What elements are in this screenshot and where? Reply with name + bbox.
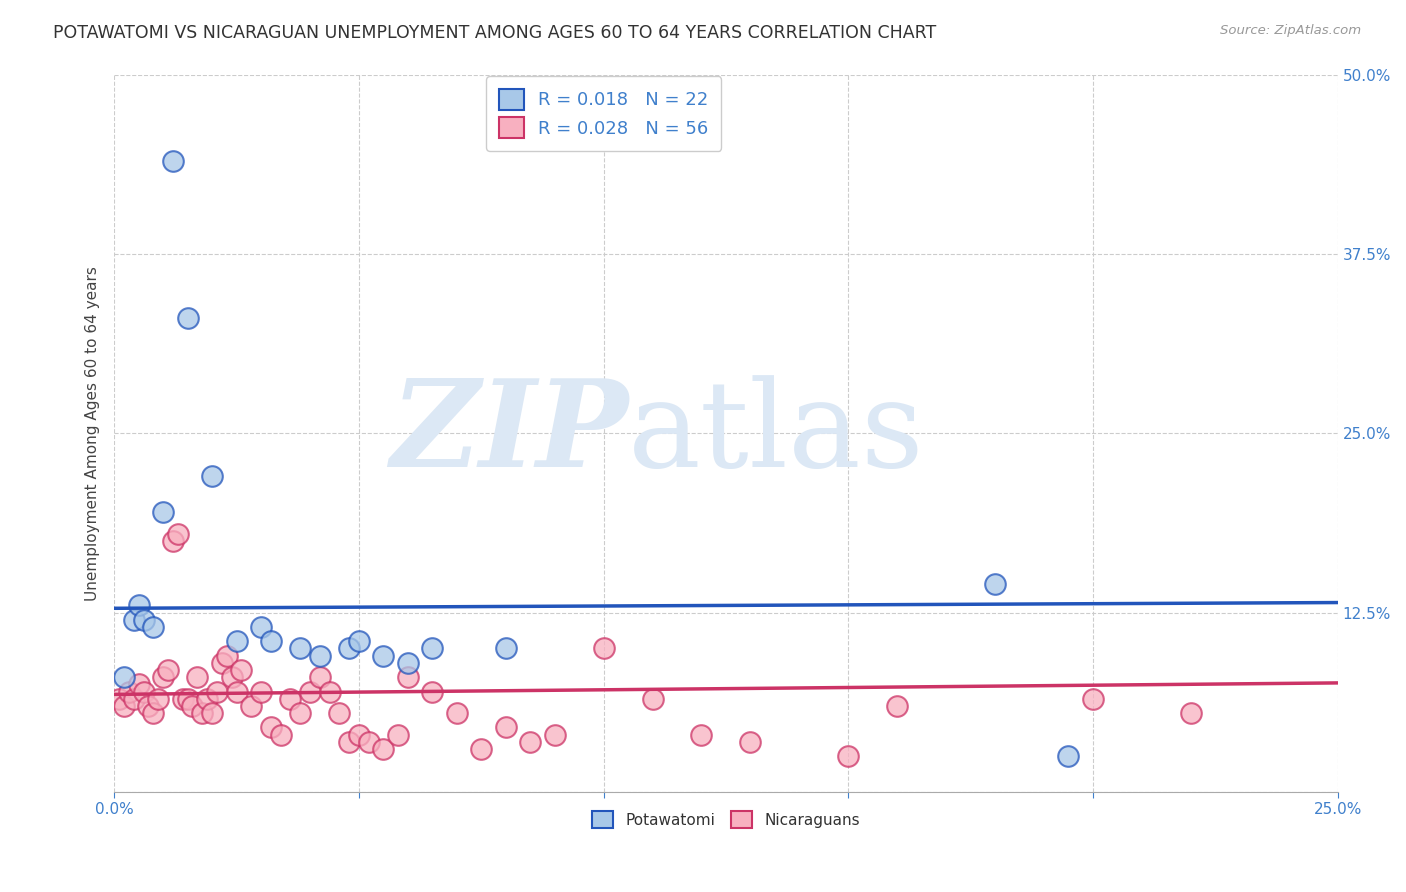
Point — [387, 728, 409, 742]
Point — [162, 153, 184, 168]
Point — [152, 505, 174, 519]
Point — [347, 634, 370, 648]
Point — [176, 311, 198, 326]
Point — [1057, 749, 1080, 764]
Point — [128, 599, 150, 613]
Point — [250, 620, 273, 634]
Point — [690, 728, 713, 742]
Point — [1081, 691, 1104, 706]
Point — [280, 691, 302, 706]
Point — [231, 663, 253, 677]
Point — [420, 641, 443, 656]
Point — [886, 698, 908, 713]
Point — [470, 742, 492, 756]
Point — [519, 735, 541, 749]
Text: ZIP: ZIP — [389, 374, 628, 492]
Point — [181, 698, 204, 713]
Point — [396, 656, 419, 670]
Point — [225, 634, 247, 648]
Point — [641, 691, 664, 706]
Point — [157, 663, 180, 677]
Point — [337, 735, 360, 749]
Point — [308, 648, 330, 663]
Point — [446, 706, 468, 720]
Point — [172, 691, 194, 706]
Point — [142, 706, 165, 720]
Point — [288, 641, 311, 656]
Point — [984, 577, 1007, 591]
Point — [240, 698, 263, 713]
Point — [357, 735, 380, 749]
Point — [337, 641, 360, 656]
Point — [122, 691, 145, 706]
Point — [142, 620, 165, 634]
Point — [201, 706, 224, 720]
Point — [221, 670, 243, 684]
Y-axis label: Unemployment Among Ages 60 to 64 years: Unemployment Among Ages 60 to 64 years — [86, 266, 100, 600]
Text: POTAWATOMI VS NICARAGUAN UNEMPLOYMENT AMONG AGES 60 TO 64 YEARS CORRELATION CHAR: POTAWATOMI VS NICARAGUAN UNEMPLOYMENT AM… — [53, 24, 936, 42]
Text: Source: ZipAtlas.com: Source: ZipAtlas.com — [1220, 24, 1361, 37]
Point — [195, 691, 218, 706]
Point — [543, 728, 565, 742]
Point — [128, 677, 150, 691]
Point — [592, 641, 614, 656]
Point — [162, 533, 184, 548]
Point — [122, 613, 145, 627]
Legend: Potawatomi, Nicaraguans: Potawatomi, Nicaraguans — [586, 805, 866, 835]
Point — [166, 526, 188, 541]
Point — [205, 684, 228, 698]
Point — [112, 698, 135, 713]
Text: atlas: atlas — [628, 375, 925, 491]
Point — [373, 742, 395, 756]
Point — [148, 691, 170, 706]
Point — [1180, 706, 1202, 720]
Point — [495, 641, 517, 656]
Point — [837, 749, 859, 764]
Point — [260, 720, 283, 734]
Point — [191, 706, 214, 720]
Point — [138, 698, 160, 713]
Point — [176, 691, 198, 706]
Point — [260, 634, 283, 648]
Point — [132, 684, 155, 698]
Point — [152, 670, 174, 684]
Point — [108, 691, 131, 706]
Point — [288, 706, 311, 720]
Point — [118, 684, 141, 698]
Point — [132, 613, 155, 627]
Point — [112, 670, 135, 684]
Point — [201, 469, 224, 483]
Point — [318, 684, 340, 698]
Point — [495, 720, 517, 734]
Point — [298, 684, 321, 698]
Point — [250, 684, 273, 698]
Point — [225, 684, 247, 698]
Point — [186, 670, 208, 684]
Point — [215, 648, 238, 663]
Point — [270, 728, 292, 742]
Point — [211, 656, 233, 670]
Point — [373, 648, 395, 663]
Point — [308, 670, 330, 684]
Point — [396, 670, 419, 684]
Point — [328, 706, 350, 720]
Point — [740, 735, 762, 749]
Point — [420, 684, 443, 698]
Point — [347, 728, 370, 742]
